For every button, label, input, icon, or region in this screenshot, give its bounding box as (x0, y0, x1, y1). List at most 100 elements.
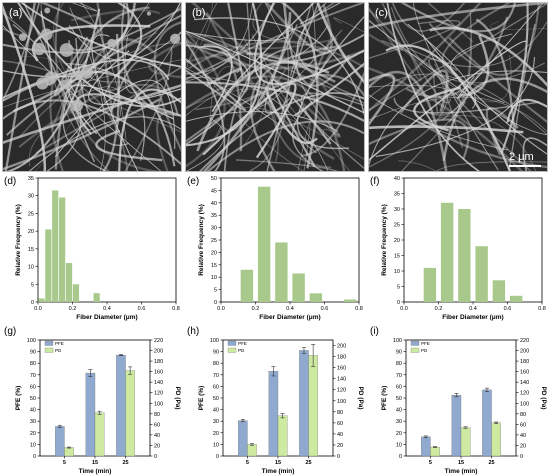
y-tick-label: 0 (214, 300, 217, 306)
x-axis-label: Fiber Diameter (μm) (259, 314, 320, 321)
y-right-tick-label: 180 (520, 359, 529, 365)
y-tick-label: 35 (211, 213, 217, 219)
legend-swatch (410, 340, 420, 346)
x-axis-label: Time (min) (262, 468, 295, 475)
histogram-bar (240, 269, 254, 302)
histogram-f: 0 5 10 15 20 25 30 35 40 0.0 0.2 0.4 0.6 0.8 Fiber Dia… (370, 176, 546, 321)
y-tick-label: 50 (396, 396, 402, 402)
scale-bar (509, 165, 541, 167)
y-tick-label: 10 (394, 269, 400, 275)
pd-bar (491, 422, 501, 457)
y-tick-label: 90 (30, 350, 36, 356)
y-right-tick-label: 180 (154, 359, 163, 365)
sem-fibers-a (3, 3, 181, 171)
panel-label-c: (c) (375, 7, 388, 19)
y-right-tick-label: 200 (520, 349, 529, 355)
y-tick-label: 50 (213, 396, 219, 402)
y-tick-label: 100 (27, 338, 36, 344)
histogram-bar (275, 242, 288, 302)
pd-bar (125, 370, 135, 457)
y-right-tick-label: 140 (337, 377, 346, 383)
y-tick-label: 30 (394, 207, 400, 213)
legend-swatch (227, 347, 237, 353)
y-right-tick-label: 120 (154, 391, 163, 397)
y-right-tick-label: 20 (520, 443, 526, 449)
x-tick-label: 0.0 (217, 306, 225, 312)
legend-swatch (410, 347, 420, 353)
legend-swatch (227, 340, 237, 346)
y-right-axis-label: PD (Pa) (357, 386, 364, 409)
histogram-bar (440, 202, 454, 302)
y-right-tick-label: 40 (337, 432, 343, 438)
y-tick-label: 5 (214, 288, 217, 294)
y-tick-label: 30 (211, 226, 217, 232)
y-tick-label: 25 (211, 238, 217, 244)
y-right-axis-label: PD (Pa) (174, 386, 181, 409)
x-tick-label: 0.4 (286, 306, 294, 312)
panel-label: (i) (370, 326, 379, 337)
histogram-bar (72, 284, 80, 302)
y-tick-label: 50 (30, 396, 36, 402)
x-tick-label: 25 (122, 460, 128, 466)
pd-bar (247, 444, 257, 457)
y-tick-label: 40 (213, 408, 219, 414)
x-tick-label: 5 (63, 460, 66, 466)
legend-label: PD (421, 348, 428, 353)
sem-fibers-c (369, 3, 547, 171)
y-tick-label: 20 (211, 250, 217, 256)
y-tick-label: 40 (396, 408, 402, 414)
histogram-bar (59, 197, 66, 302)
pd-bar (64, 447, 74, 457)
x-tick-label: 0.2 (252, 306, 260, 312)
histogram-bar (38, 298, 45, 302)
pfe-bar (451, 394, 462, 457)
y-right-tick-label: 200 (154, 349, 163, 355)
y-tick-label: 10 (28, 265, 34, 271)
y-axis-label: Relative Frequency (%) (15, 204, 22, 276)
histogram-d: 0 5 10 15 20 25 30 35 0.0 0.2 0.4 0.6 0.8 Fiber Diame… (4, 176, 180, 321)
y-tick-label: 35 (28, 176, 34, 182)
legend-label: PD (55, 348, 62, 353)
y-tick-label: 10 (213, 442, 219, 448)
y-tick-label: 20 (396, 431, 402, 437)
y-tick-label: 10 (211, 275, 217, 281)
y-right-tick-label: 80 (520, 412, 526, 418)
plot-frame (37, 177, 177, 303)
y-tick-label: 50 (211, 176, 217, 182)
sem-image-b: (b) (185, 2, 365, 172)
bar-chart-i: 5 15 25 0 10 20 30 40 50 60 70 80 90 100 0 20 40 60 80 100 1… (370, 326, 547, 475)
panel-label: (e) (187, 176, 199, 187)
pfe-bar (85, 372, 96, 457)
y-tick-label: 0 (216, 454, 219, 460)
pd-bar (277, 415, 288, 457)
y-tick-label: 0 (33, 454, 36, 460)
y-tick-label: 5 (31, 282, 34, 288)
y-tick-label: 70 (30, 373, 36, 379)
histogram-bar (65, 263, 73, 302)
sem-image-a: (a) (2, 2, 182, 172)
y-tick-label: 20 (28, 229, 34, 235)
y-tick-label: 15 (211, 263, 217, 269)
x-tick-label: 0.8 (538, 306, 546, 312)
y-right-tick-label: 0 (520, 454, 523, 460)
y-tick-label: 40 (211, 201, 217, 207)
y-right-tick-label: 140 (154, 380, 163, 386)
y-right-tick-label: 160 (337, 366, 346, 372)
scale-bar-label: 2 μm (509, 151, 534, 163)
y-right-tick-label: 200 (337, 344, 346, 350)
y-right-tick-label: 0 (337, 454, 340, 460)
x-axis-label: Fiber Diameter (μm) (442, 314, 503, 321)
y-tick-label: 30 (28, 194, 34, 200)
y-right-tick-label: 120 (337, 388, 346, 394)
x-tick-label: 0.8 (172, 306, 180, 312)
bar-chart-g: 5 15 25 0 10 20 30 40 50 60 70 80 90 100 0 20 40 60 80 100 1… (4, 326, 181, 475)
y-right-tick-label: 60 (520, 422, 526, 428)
y-tick-label: 25 (28, 211, 34, 217)
y-right-tick-label: 100 (154, 401, 163, 407)
y-tick-label: 0 (397, 300, 400, 306)
x-tick-label: 5 (246, 460, 249, 466)
y-tick-label: 60 (30, 384, 36, 390)
y-tick-label: 15 (394, 254, 400, 260)
y-tick-label: 0 (399, 454, 402, 460)
panel-label-a: (a) (9, 7, 23, 19)
